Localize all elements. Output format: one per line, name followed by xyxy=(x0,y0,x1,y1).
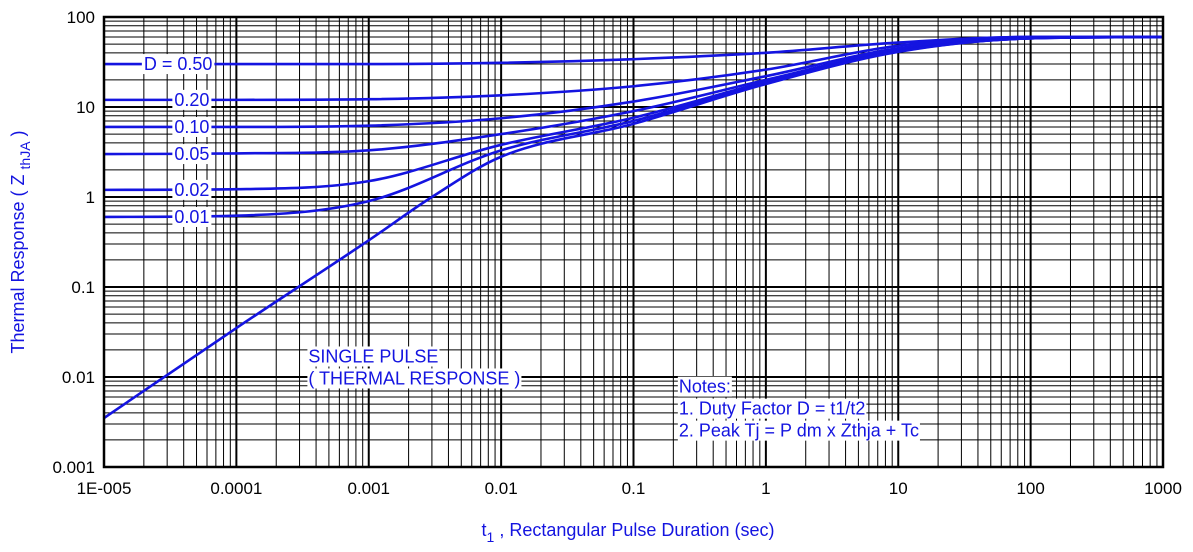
series-label-5: 0.01 xyxy=(174,207,209,227)
x-tick-label: 1000 xyxy=(1144,479,1182,498)
series-labels: D = 0.50 0.20 0.10 0.05 0.02 0.01 xyxy=(141,54,215,227)
y-tick-label: 0.01 xyxy=(62,368,95,387)
series-label-bg xyxy=(172,89,212,110)
series-line-6 xyxy=(103,35,1164,420)
notes-bg xyxy=(677,398,867,419)
x-tick-label: 0.01 xyxy=(485,479,518,498)
series-label-bg xyxy=(141,54,215,75)
series-label-4: 0.02 xyxy=(174,180,209,200)
y-tick-label: 10 xyxy=(76,98,95,117)
single-pulse-label-bg xyxy=(307,346,440,367)
series-label-3: 0.05 xyxy=(174,144,209,164)
major-grid xyxy=(104,17,1163,467)
series-label-2: 0.10 xyxy=(174,117,209,137)
y-tick-label: 100 xyxy=(67,8,95,27)
y-axis-label: Thermal Response ( Z thJA ) xyxy=(8,130,33,353)
x-tick-labels: 1E-005 0.0001 0.001 0.01 0.1 1 10 100 1000 xyxy=(77,479,1182,498)
x-axis-label: t1 , Rectangular Pulse Duration (sec) xyxy=(482,520,775,545)
series-label-bg xyxy=(172,116,212,137)
single-pulse-label-line-0: SINGLE PULSE xyxy=(308,346,438,366)
x-tick-label: 0.0001 xyxy=(210,479,262,498)
series-label-bg xyxy=(172,179,212,200)
series-lines xyxy=(103,35,1164,420)
x-tick-label: 0.001 xyxy=(347,479,390,498)
y-tick-labels: 0.001 0.01 0.1 1 10 100 xyxy=(52,8,95,477)
y-tick-label: 0.1 xyxy=(71,278,95,297)
notes-line-2: 2. Peak Tj = P dm x Zthja + Tc xyxy=(679,421,919,441)
x-tick-label: 0.1 xyxy=(622,479,646,498)
single-pulse-label-line-1: ( THERMAL RESPONSE ) xyxy=(308,368,520,388)
x-tick-label: 1 xyxy=(761,479,770,498)
series-label-0: D = 0.50 xyxy=(144,54,213,74)
series-label-1: 0.20 xyxy=(174,90,209,110)
x-tick-label: 100 xyxy=(1016,479,1044,498)
notes-line-0: Notes: xyxy=(679,377,731,397)
x-tick-label: 10 xyxy=(889,479,908,498)
x-tick-label: 1E-005 xyxy=(77,479,132,498)
notes-bg xyxy=(677,420,920,441)
notes-bg xyxy=(677,376,732,397)
annotations: SINGLE PULSE( THERMAL RESPONSE ) Notes:1.… xyxy=(307,346,920,441)
notes-line-1: 1. Duty Factor D = t1/t2 xyxy=(679,399,866,419)
series-label-bg xyxy=(172,206,212,227)
series-label-bg xyxy=(172,144,212,165)
y-tick-label: 0.001 xyxy=(52,458,95,477)
single-pulse-label-bg xyxy=(307,368,522,389)
plot-frame xyxy=(102,15,1165,469)
y-tick-label: 1 xyxy=(86,188,95,207)
